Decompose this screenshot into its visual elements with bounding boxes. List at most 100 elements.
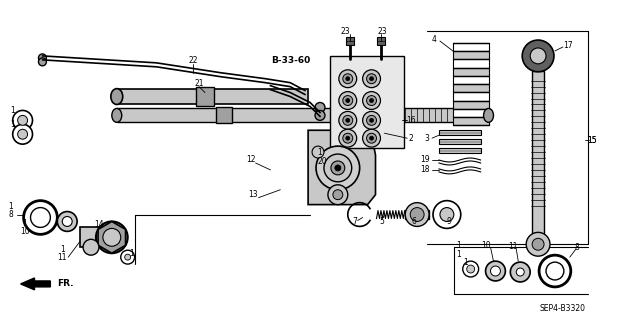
- Circle shape: [24, 201, 58, 234]
- Bar: [116, 108, 488, 122]
- Text: FR.: FR.: [58, 279, 74, 288]
- Circle shape: [312, 146, 324, 158]
- Bar: [116, 89, 308, 105]
- Text: 20: 20: [317, 157, 327, 166]
- Text: 1: 1: [129, 249, 134, 258]
- Circle shape: [96, 221, 128, 253]
- Circle shape: [343, 116, 353, 125]
- Circle shape: [367, 133, 376, 143]
- Circle shape: [328, 185, 348, 204]
- Bar: [453, 76, 488, 84]
- Circle shape: [367, 116, 376, 125]
- Circle shape: [539, 255, 571, 287]
- Circle shape: [369, 77, 374, 81]
- Text: 5: 5: [379, 217, 384, 226]
- Circle shape: [121, 250, 134, 264]
- Bar: [453, 117, 488, 125]
- Bar: [453, 92, 488, 100]
- Text: 4: 4: [431, 35, 436, 44]
- Circle shape: [38, 58, 46, 66]
- Text: 11: 11: [58, 253, 67, 262]
- Bar: [453, 43, 488, 51]
- Circle shape: [463, 261, 479, 277]
- Circle shape: [369, 136, 374, 140]
- Circle shape: [103, 228, 121, 246]
- Circle shape: [433, 201, 461, 228]
- Circle shape: [526, 232, 550, 256]
- Circle shape: [343, 133, 353, 143]
- Circle shape: [369, 118, 374, 122]
- Text: 3: 3: [424, 134, 429, 143]
- Circle shape: [18, 116, 28, 125]
- Text: 1: 1: [60, 245, 65, 254]
- Text: 6: 6: [412, 217, 417, 226]
- Polygon shape: [308, 130, 376, 204]
- Text: 10: 10: [481, 241, 490, 250]
- Circle shape: [546, 262, 564, 280]
- Text: 1: 1: [463, 258, 468, 267]
- Circle shape: [367, 96, 376, 106]
- Text: 1: 1: [22, 219, 27, 228]
- Bar: [453, 84, 488, 92]
- Text: 13: 13: [248, 190, 257, 199]
- Text: 23: 23: [378, 27, 387, 36]
- Circle shape: [369, 99, 374, 102]
- Text: 19: 19: [420, 156, 430, 164]
- Bar: [453, 100, 488, 109]
- Ellipse shape: [484, 108, 493, 122]
- Bar: [196, 87, 214, 107]
- Bar: [532, 71, 544, 234]
- Text: 15: 15: [587, 136, 596, 145]
- Text: 1: 1: [456, 250, 461, 259]
- Text: 1: 1: [8, 202, 13, 211]
- Circle shape: [363, 70, 380, 88]
- Ellipse shape: [111, 89, 123, 105]
- Circle shape: [530, 48, 546, 64]
- Circle shape: [339, 92, 356, 109]
- Circle shape: [31, 208, 51, 228]
- Text: 1: 1: [10, 120, 15, 129]
- Text: 10: 10: [20, 227, 29, 236]
- Bar: [453, 51, 488, 60]
- Ellipse shape: [112, 108, 122, 122]
- Circle shape: [13, 110, 33, 130]
- Circle shape: [58, 212, 77, 231]
- Text: 17: 17: [563, 42, 573, 51]
- Text: 7: 7: [352, 217, 357, 226]
- Circle shape: [343, 96, 353, 106]
- Circle shape: [486, 261, 506, 281]
- Bar: [80, 228, 102, 247]
- Text: 2: 2: [409, 134, 413, 143]
- Text: 1: 1: [456, 241, 461, 250]
- Circle shape: [316, 146, 360, 190]
- Circle shape: [125, 254, 131, 260]
- Circle shape: [346, 136, 349, 140]
- Circle shape: [405, 203, 429, 227]
- Text: 1: 1: [10, 106, 15, 115]
- Circle shape: [331, 161, 345, 175]
- Circle shape: [83, 239, 99, 255]
- Bar: [453, 109, 488, 117]
- Bar: [330, 56, 404, 148]
- Circle shape: [532, 238, 544, 250]
- Bar: [378, 37, 385, 45]
- Text: B-33-60: B-33-60: [271, 56, 310, 65]
- Bar: [439, 130, 481, 135]
- Circle shape: [315, 102, 325, 112]
- Circle shape: [13, 124, 33, 144]
- Circle shape: [440, 208, 454, 221]
- Circle shape: [346, 118, 349, 122]
- Bar: [453, 68, 488, 76]
- Circle shape: [62, 217, 72, 227]
- Polygon shape: [98, 221, 125, 253]
- Circle shape: [522, 40, 554, 72]
- Text: 11: 11: [509, 242, 518, 251]
- Circle shape: [335, 165, 341, 171]
- Circle shape: [343, 74, 353, 84]
- Circle shape: [363, 129, 380, 147]
- Text: 12: 12: [246, 156, 255, 164]
- Bar: [453, 60, 488, 68]
- Text: 18: 18: [420, 165, 430, 174]
- Text: 21: 21: [195, 79, 204, 88]
- Circle shape: [346, 77, 349, 81]
